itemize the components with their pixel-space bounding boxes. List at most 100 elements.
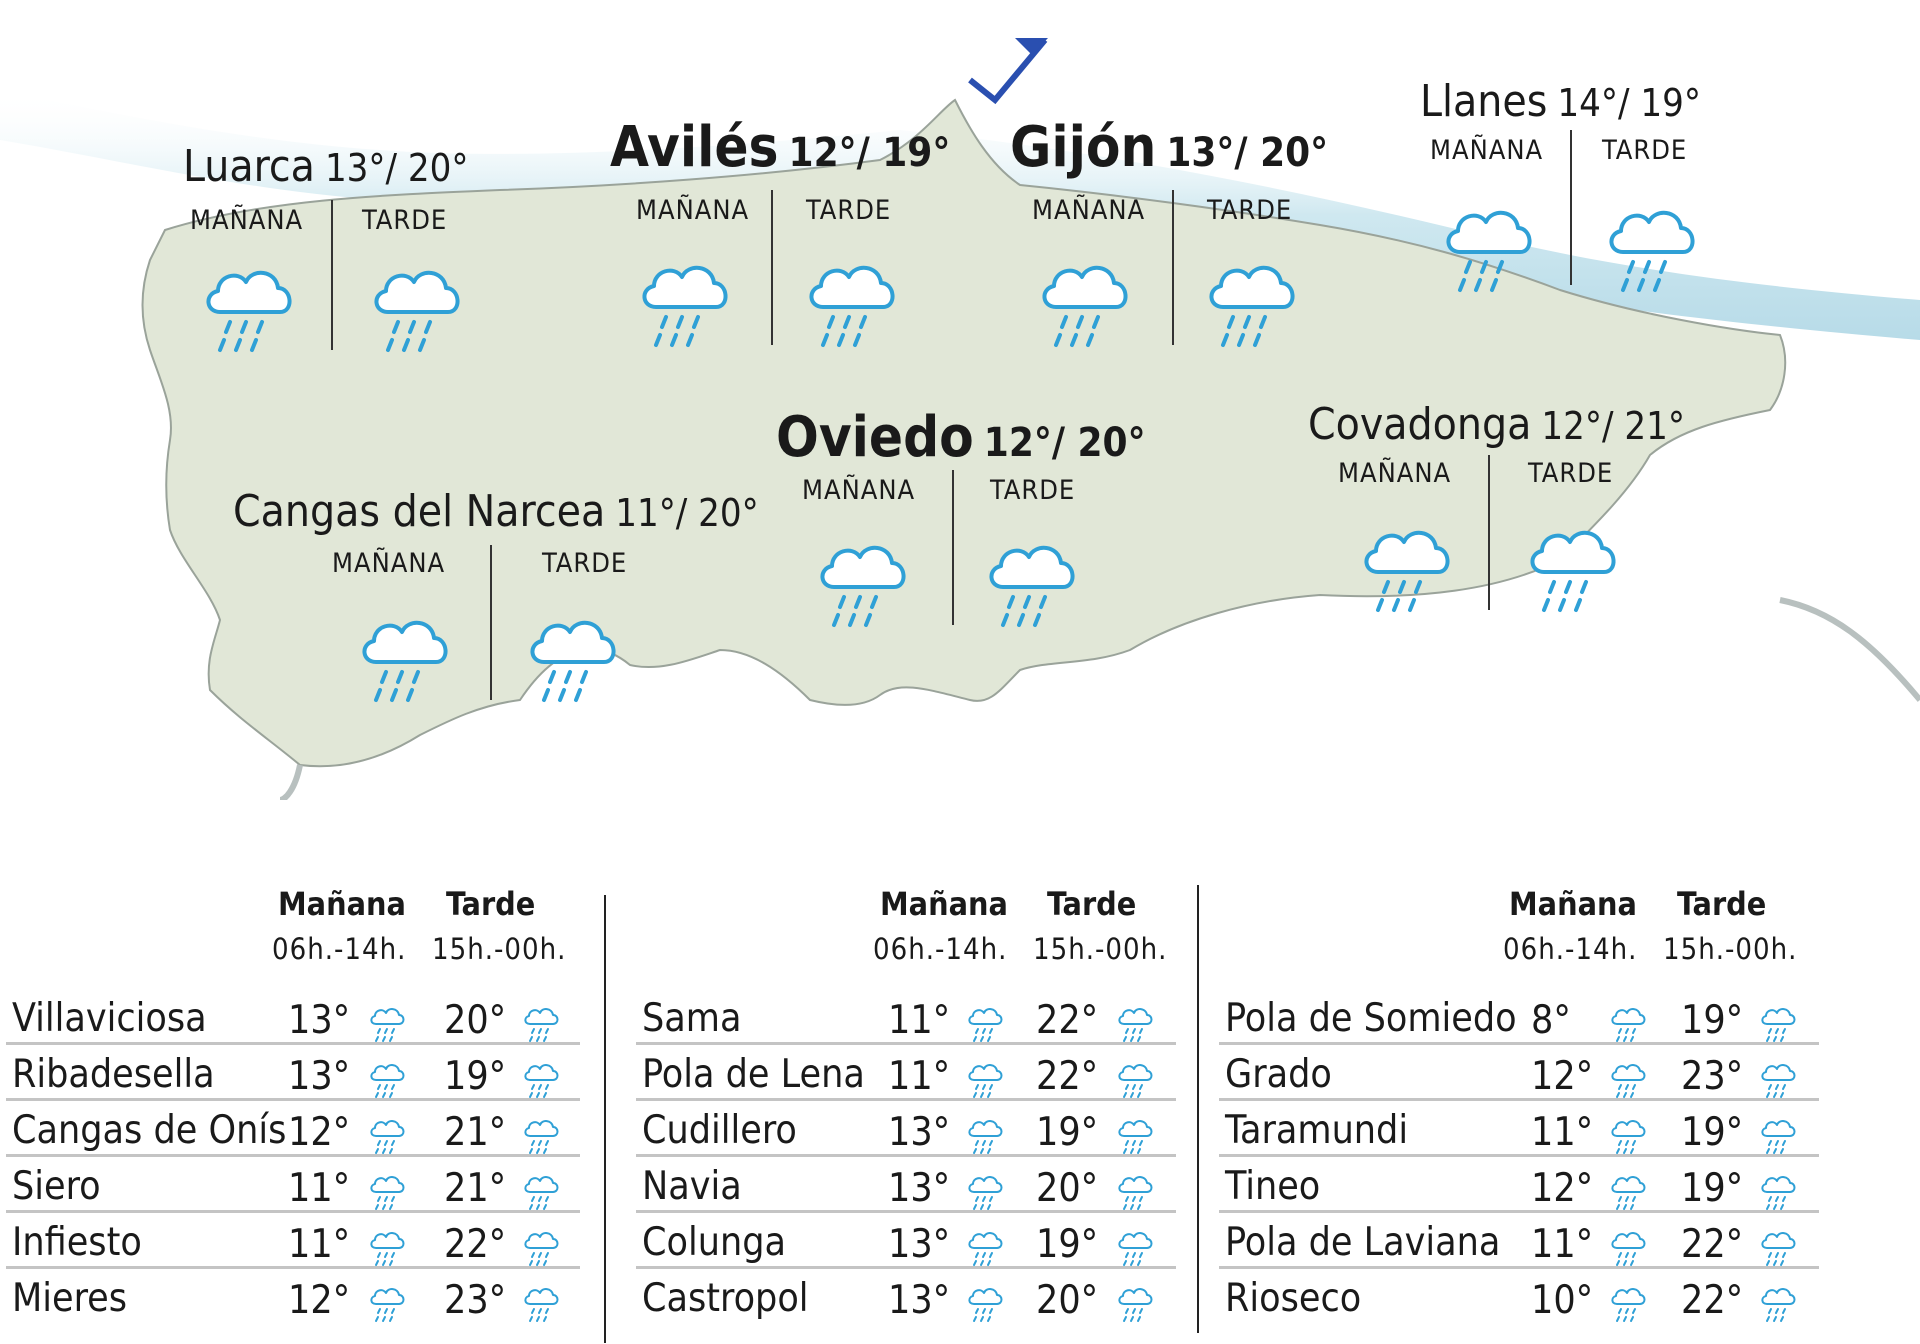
border-line [1779, 597, 1920, 702]
land-asturias [141, 98, 1787, 768]
table-row: Infiesto 11° 22° [6, 1214, 580, 1269]
table-row: Villaviciosa 13° 20° [6, 990, 580, 1045]
location-name: Cudillero [642, 1108, 797, 1153]
rain-icon [1611, 1288, 1646, 1322]
afternoon-temp: 21° [444, 1166, 507, 1211]
city-name: Cangas del Narcea [233, 486, 606, 537]
table-row: Colunga 13° 19° [636, 1214, 1176, 1269]
morning-temp: 12° [1531, 1166, 1594, 1211]
rain-icon [1609, 211, 1695, 292]
table-row: Castropol 13° 20° [636, 1270, 1176, 1323]
rain-icon [1209, 266, 1295, 347]
morning-temp: 13° [888, 1166, 951, 1211]
table-row: Grado 12° 23° [1219, 1046, 1819, 1101]
rain-icon [968, 1176, 1003, 1210]
rain-icon [524, 1176, 559, 1210]
city-temps: 11°/ 20° [615, 491, 759, 535]
header-afternoon: Tarde [1047, 885, 1137, 923]
afternoon-temp: 22° [444, 1222, 507, 1267]
rain-icon [1446, 211, 1532, 292]
rain-icon [374, 271, 460, 352]
afternoon-temp: 19° [1036, 1110, 1099, 1155]
table-row: Rioseco 10° 22° [1219, 1270, 1819, 1323]
city-name: Avilés [610, 115, 779, 180]
rain-icon [1611, 1120, 1646, 1154]
slot-label-morning: MAÑANA [802, 475, 916, 506]
morning-temp: 8° [1531, 998, 1571, 1043]
afternoon-temp: 21° [444, 1110, 507, 1155]
table-row: Pola de Lena 11° 22° [636, 1046, 1176, 1101]
afternoon-temp: 23° [444, 1278, 507, 1323]
morning-temp: 13° [288, 998, 351, 1043]
header-afternoon-hours: 15h.-00h. [1033, 932, 1168, 966]
location-name: Grado [1225, 1052, 1332, 1097]
city-temps: 14°/ 19° [1557, 81, 1701, 125]
rain-icon [820, 546, 906, 627]
location-name: Pola de Laviana [1225, 1220, 1501, 1265]
rain-icon [1761, 1064, 1796, 1098]
rain-icon [1530, 531, 1616, 612]
rain-icon [1042, 266, 1128, 347]
morning-temp: 13° [888, 1222, 951, 1267]
rain-icon [642, 266, 728, 347]
table-row: Navia 13° 20° [636, 1158, 1176, 1213]
morning-temp: 10° [1531, 1278, 1594, 1323]
afternoon-temp: 23° [1681, 1054, 1744, 1099]
city-name: Llanes [1420, 76, 1548, 127]
rain-icon [370, 1176, 405, 1210]
border-line [279, 764, 303, 800]
rain-icon [1761, 1176, 1796, 1210]
morning-temp: 13° [288, 1054, 351, 1099]
slot-label-afternoon: TARDE [362, 205, 448, 236]
city-name: Gijón [1010, 115, 1157, 180]
rain-icon [968, 1120, 1003, 1154]
rain-icon [1761, 1288, 1796, 1322]
afternoon-temp: 19° [1681, 1166, 1744, 1211]
header-afternoon-hours: 15h.-00h. [1663, 932, 1798, 966]
afternoon-temp: 22° [1681, 1278, 1744, 1323]
rain-icon [968, 1008, 1003, 1042]
rain-icon [370, 1064, 405, 1098]
header-morning: Mañana [1509, 885, 1637, 923]
rain-icon [524, 1008, 559, 1042]
morning-temp: 11° [288, 1222, 351, 1267]
morning-temp: 13° [888, 1110, 951, 1155]
city-block: Oviedo 12°/ 20° [776, 410, 1146, 466]
slot-label-morning: MAÑANA [636, 195, 750, 226]
location-name: Colunga [642, 1220, 786, 1265]
morning-temp: 11° [888, 1054, 951, 1099]
city-block: Llanes 14°/ 19° [1420, 80, 1701, 124]
location-name: Villaviciosa [12, 996, 207, 1041]
rain-icon [809, 266, 895, 347]
slot-label-afternoon: TARDE [1602, 135, 1688, 166]
rain-icon [1761, 1008, 1796, 1042]
slot-label-morning: MAÑANA [1338, 458, 1452, 489]
table-row: Cudillero 13° 19° [636, 1102, 1176, 1157]
rain-icon [1118, 1232, 1153, 1266]
table-row: Pola de Laviana 11° 22° [1219, 1214, 1819, 1269]
slot-label-morning: MAÑANA [1032, 195, 1146, 226]
afternoon-temp: 19° [1681, 998, 1744, 1043]
rain-icon [1118, 1008, 1153, 1042]
slot-label-afternoon: TARDE [806, 195, 892, 226]
header-afternoon: Tarde [1677, 885, 1767, 923]
table-row: Cangas de Onís 12° 21° [6, 1102, 580, 1157]
city-temps: 12°/ 21° [1541, 404, 1685, 448]
column-divider [604, 895, 606, 1343]
rain-icon [524, 1288, 559, 1322]
afternoon-temp: 20° [1036, 1166, 1099, 1211]
rain-icon [1118, 1120, 1153, 1154]
city-block: Cangas del Narcea 11°/ 20° [233, 490, 759, 534]
slot-divider [952, 470, 954, 625]
rain-icon [524, 1120, 559, 1154]
rain-icon [362, 621, 448, 702]
city-name: Oviedo [776, 405, 974, 470]
slot-divider [490, 545, 492, 700]
slot-label-afternoon: TARDE [1528, 458, 1614, 489]
header-morning: Mañana [278, 885, 406, 923]
table-row: Sama 11° 22° [636, 990, 1176, 1045]
city-block: Covadonga 12°/ 21° [1308, 403, 1685, 447]
city-temps: 13°/ 20° [1166, 130, 1329, 176]
header-morning-hours: 06h.-14h. [873, 932, 1008, 966]
location-name: Rioseco [1225, 1276, 1362, 1321]
